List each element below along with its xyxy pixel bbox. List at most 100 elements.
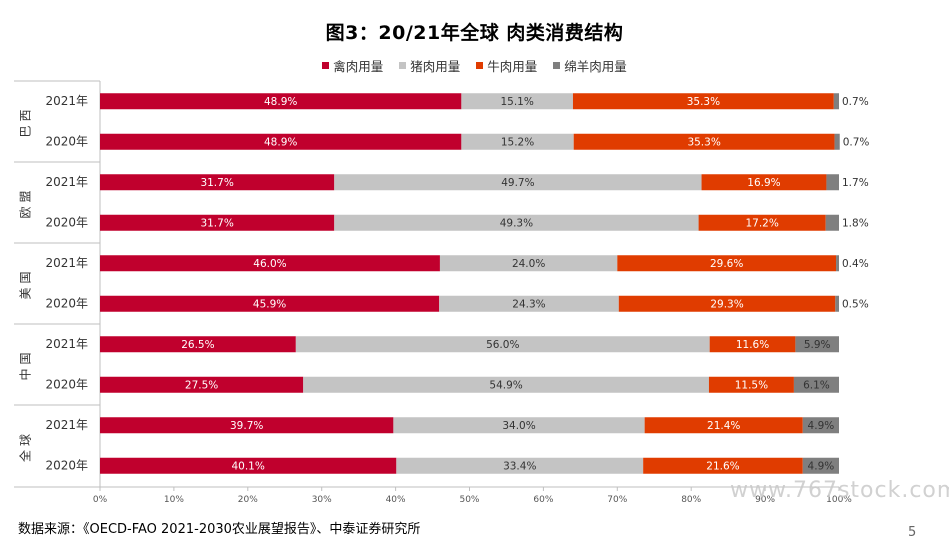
data-label-1-7: 54.9% bbox=[489, 379, 522, 391]
bar-segment-1-2 bbox=[334, 174, 702, 191]
data-label-0-9: 40.1% bbox=[231, 460, 264, 472]
bar-segment-3-4 bbox=[836, 255, 839, 272]
data-label-3-1: 0.7% bbox=[843, 136, 870, 148]
data-label-1-4: 24.0% bbox=[512, 258, 545, 270]
data-label-0-5: 45.9% bbox=[253, 298, 286, 310]
bar-segment-1-5 bbox=[439, 295, 619, 312]
bar-segment-0-5 bbox=[100, 295, 440, 312]
stacked-bar-chart: 0% 10% 20% 30% 40% 50% 60% 70% 80% 90% 100% 巴西 2021年… bbox=[14, 80, 870, 505]
bar-segment-1-0 bbox=[461, 93, 573, 110]
bar-segment-0-9 bbox=[100, 457, 397, 474]
data-label-3-8: 4.9% bbox=[808, 420, 835, 432]
data-label-0-0: 48.9% bbox=[264, 96, 297, 108]
data-label-3-2: 1.7% bbox=[842, 177, 869, 189]
bar-segment-0-2 bbox=[100, 174, 335, 191]
bar-segment-3-7 bbox=[793, 376, 839, 393]
group-label-1: 欧盟 bbox=[19, 186, 33, 218]
data-label-1-1: 15.2% bbox=[501, 136, 534, 148]
data-label-1-8: 34.0% bbox=[502, 420, 535, 432]
bar-segment-1-1 bbox=[461, 133, 574, 150]
legend-label-0: 禽肉用量 bbox=[333, 59, 384, 74]
bar-segment-0-1 bbox=[100, 133, 462, 150]
data-label-1-3: 49.3% bbox=[500, 217, 533, 229]
data-label-1-9: 33.4% bbox=[503, 460, 536, 472]
data-label-1-6: 56.0% bbox=[486, 339, 519, 351]
x-tick-label-0: 0% bbox=[93, 495, 108, 505]
row-label-3-0: 2021年 bbox=[45, 337, 88, 351]
data-label-2-7: 11.5% bbox=[735, 379, 768, 391]
data-label-0-3: 31.7% bbox=[200, 217, 233, 229]
bar-segment-3-6 bbox=[795, 336, 839, 353]
row-label-4-1: 2020年 bbox=[45, 458, 88, 472]
data-label-3-5: 0.5% bbox=[842, 298, 869, 310]
bar-segment-2-6 bbox=[709, 336, 796, 353]
x-tick-label-2: 20% bbox=[238, 495, 258, 505]
x-tick-label-8: 80% bbox=[681, 495, 701, 505]
data-label-0-1: 48.9% bbox=[264, 136, 297, 148]
bar-segment-0-8 bbox=[100, 417, 394, 434]
bar-segment-3-1 bbox=[834, 133, 840, 150]
bar-segment-3-9 bbox=[802, 457, 839, 474]
data-label-0-2: 31.7% bbox=[200, 177, 233, 189]
row-label-1-1: 2020年 bbox=[45, 215, 88, 229]
bar-segment-2-0 bbox=[572, 93, 834, 110]
data-label-0-4: 46.0% bbox=[253, 258, 286, 270]
bar-segment-1-9 bbox=[396, 457, 644, 474]
bar-segment-1-6 bbox=[295, 336, 710, 353]
data-label-1-0: 15.1% bbox=[500, 96, 533, 108]
data-label-2-4: 29.6% bbox=[710, 258, 743, 270]
bar-segment-2-4 bbox=[617, 255, 837, 272]
data-label-3-6: 5.9% bbox=[804, 339, 831, 351]
bar-segment-2-5 bbox=[618, 295, 836, 312]
row-label-3-1: 2020年 bbox=[45, 377, 88, 391]
row-label-0-1: 2020年 bbox=[45, 134, 88, 148]
bar-segment-2-7 bbox=[708, 376, 794, 393]
watermark: www.767stock.com bbox=[730, 478, 949, 503]
page-number: 5 bbox=[908, 525, 917, 540]
data-label-2-0: 35.3% bbox=[687, 96, 720, 108]
data-label-2-8: 21.4% bbox=[707, 420, 740, 432]
row-label-0-0: 2021年 bbox=[45, 94, 88, 108]
data-label-2-3: 17.2% bbox=[745, 217, 778, 229]
bar-segment-3-8 bbox=[802, 417, 839, 434]
x-tick-label-1: 10% bbox=[164, 495, 184, 505]
group-label-0: 巴西 bbox=[19, 105, 33, 137]
bar-segment-3-0 bbox=[833, 93, 839, 110]
legend-swatch-3 bbox=[553, 62, 561, 69]
bar-segment-1-4 bbox=[439, 255, 618, 272]
row-label-1-0: 2021年 bbox=[45, 175, 88, 189]
legend-item-0: 禽肉用量 bbox=[322, 56, 383, 75]
data-label-2-1: 35.3% bbox=[687, 136, 720, 148]
group-label-3: 中国 bbox=[18, 348, 33, 380]
group-label-2: 美国 bbox=[19, 267, 33, 299]
data-source-note: 数据来源：《OECD-FAO 2021-2030农业展望报告》、中泰证券研究所 bbox=[18, 522, 421, 537]
x-tick-label-3: 30% bbox=[312, 495, 332, 505]
chart-title: 图3：20/21年全球 肉类消费结构 bbox=[325, 22, 624, 44]
bar-segment-0-7 bbox=[100, 376, 304, 393]
data-label-3-4: 0.4% bbox=[842, 258, 869, 270]
legend-swatch-0 bbox=[322, 62, 330, 69]
group-label-4: 全球 bbox=[18, 430, 33, 462]
legend-item-3: 绵羊肉用量 bbox=[553, 56, 627, 75]
bar-segment-2-9 bbox=[643, 457, 803, 474]
bar-segment-3-2 bbox=[826, 174, 839, 191]
data-label-1-2: 49.7% bbox=[501, 177, 534, 189]
data-label-1-5: 24.3% bbox=[512, 298, 545, 310]
data-label-3-7: 6.1% bbox=[803, 379, 830, 391]
x-tick-label-5: 50% bbox=[459, 495, 479, 505]
legend-swatch-1 bbox=[399, 62, 407, 69]
legend-item-2: 牛肉用量 bbox=[476, 56, 537, 75]
x-tick-label-7: 70% bbox=[607, 495, 627, 505]
bar-segment-2-1 bbox=[573, 133, 835, 150]
data-label-0-6: 26.5% bbox=[181, 339, 214, 351]
x-tick-label-4: 40% bbox=[386, 495, 406, 505]
data-label-0-7: 27.5% bbox=[185, 379, 218, 391]
bar-segment-2-2 bbox=[701, 174, 827, 191]
bar-segment-3-5 bbox=[835, 295, 839, 312]
bar-segment-2-3 bbox=[698, 214, 826, 231]
bar-segment-1-3 bbox=[334, 214, 699, 231]
bar-segment-2-8 bbox=[644, 417, 803, 434]
data-label-3-0: 0.7% bbox=[842, 96, 869, 108]
legend-label-2: 牛肉用量 bbox=[487, 59, 538, 74]
bar-segment-0-4 bbox=[100, 255, 440, 272]
